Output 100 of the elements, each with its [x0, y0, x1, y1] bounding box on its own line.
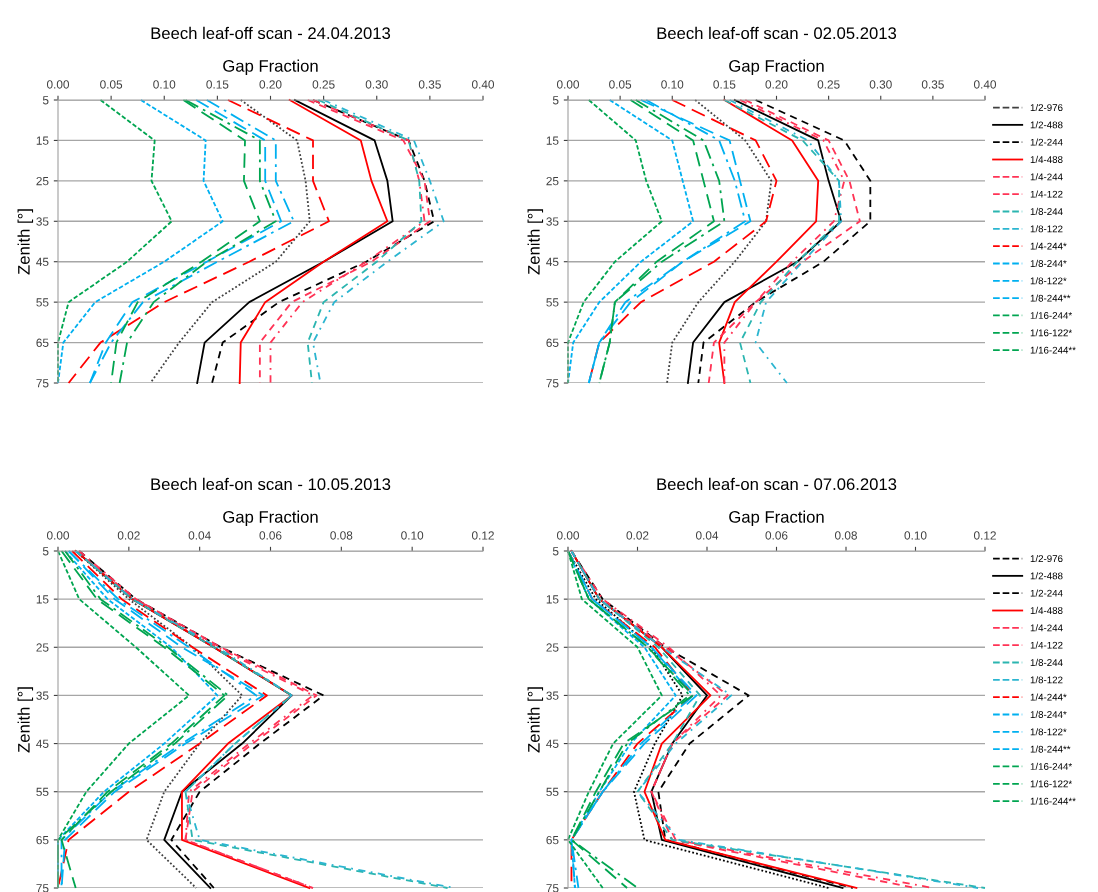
chart-title: Beech leaf-on scan - 10.05.2013 — [151, 477, 391, 491]
legend-label: 1/2-976 — [1030, 103, 1063, 112]
y-tick-label: 15 — [36, 136, 49, 145]
y-tick-label: 35 — [36, 217, 49, 226]
x-tick-label: 0.20 — [259, 80, 282, 89]
legend-label: 1/2-244 — [1030, 138, 1063, 146]
x-tick-label: 0.10 — [904, 531, 927, 540]
legend-label: 1/4-244 — [1030, 173, 1063, 181]
legend-label: 1/8-122 — [1030, 676, 1063, 684]
x-tick-label: 0.40 — [973, 80, 997, 89]
y-tick-label: 25 — [546, 643, 559, 652]
y-axis-title: Zenith [°] — [527, 687, 544, 753]
x-tick-label: 0.06 — [765, 531, 788, 540]
y-tick-label: 65 — [36, 338, 49, 347]
y-tick-label: 75 — [36, 379, 49, 388]
x-tick-label: 0.30 — [365, 80, 388, 89]
x-tick-label: 0.30 — [869, 80, 892, 89]
y-tick-label: 5 — [552, 547, 559, 556]
x-tick-label: 0.00 — [556, 531, 580, 540]
legend-label: 1/8-122* — [1030, 728, 1067, 736]
x-axis-title: Gap Fraction — [729, 510, 824, 527]
y-tick-label: 45 — [546, 257, 559, 267]
y-tick-label: 45 — [36, 257, 49, 267]
legend-label: 1/4-244* — [1030, 693, 1067, 701]
y-tick-label: 15 — [546, 595, 559, 604]
y-axis-title: Zenith [°] — [17, 209, 34, 275]
y-tick-label: 75 — [546, 884, 559, 892]
legend-label: 1/16-244* — [1030, 762, 1073, 770]
chart-title: Beech leaf-off scan - 24.04.2013 — [151, 26, 391, 40]
y-tick-label: 45 — [36, 739, 49, 748]
legend-label: 1/8-244** — [1030, 745, 1071, 753]
x-tick-label: 0.12 — [471, 531, 494, 540]
x-tick-label: 0.40 — [471, 80, 495, 89]
x-tick-label: 0.06 — [259, 531, 282, 540]
x-tick-label: 0.35 — [921, 80, 944, 89]
legend-label: 1/4-122 — [1030, 190, 1063, 198]
x-tick-label: 0.12 — [973, 531, 996, 540]
legend-label: 1/4-244 — [1030, 624, 1063, 632]
x-tick-label: 0.08 — [834, 531, 857, 540]
x-tick-label: 0.04 — [188, 531, 211, 540]
x-tick-label: 0.00 — [556, 80, 580, 89]
y-tick-label: 5 — [552, 96, 559, 105]
y-tick-label: 25 — [546, 176, 559, 186]
legend-label: 1/8-244 — [1030, 207, 1063, 215]
y-tick-label: 5 — [42, 96, 49, 105]
legend-label: 1/8-244* — [1030, 259, 1067, 267]
x-tick-label: 0.25 — [817, 80, 840, 89]
y-tick-label: 75 — [36, 884, 49, 892]
y-tick-label: 25 — [36, 643, 49, 652]
legend-label: 1/4-488 — [1030, 606, 1063, 615]
x-tick-label: 0.05 — [609, 80, 632, 89]
y-tick-label: 35 — [546, 217, 559, 226]
legend-label: 1/2-488 — [1030, 572, 1063, 580]
legend-label: 1/8-122 — [1030, 225, 1063, 233]
x-tick-label: 0.10 — [153, 80, 176, 89]
x-tick-label: 0.02 — [626, 531, 649, 540]
y-tick-label: 55 — [36, 787, 49, 797]
legend-label: 1/8-122* — [1030, 277, 1067, 285]
x-tick-label: 0.02 — [117, 531, 140, 540]
x-tick-label: 0.05 — [100, 80, 123, 89]
y-tick-label: 55 — [546, 787, 559, 797]
legend-label: 1/2-244 — [1030, 589, 1063, 597]
x-tick-label: 0.25 — [312, 80, 335, 89]
y-tick-label: 55 — [546, 298, 559, 307]
y-tick-label: 5 — [42, 547, 49, 556]
y-tick-label: 65 — [546, 338, 559, 347]
y-axis-title: Zenith [°] — [527, 209, 544, 275]
y-tick-label: 25 — [36, 176, 49, 186]
x-tick-label: 0.15 — [713, 80, 736, 89]
legend-label: 1/8-244** — [1030, 294, 1071, 302]
y-tick-label: 65 — [36, 835, 49, 845]
y-tick-label: 15 — [546, 136, 559, 145]
x-axis-title: Gap Fraction — [729, 59, 824, 76]
chart-title: Beech leaf-on scan - 07.06.2013 — [657, 477, 897, 491]
legend-label: 1/2-488 — [1030, 121, 1063, 129]
y-tick-label: 65 — [546, 835, 559, 845]
legend-label: 1/8-244* — [1030, 710, 1067, 718]
y-tick-label: 55 — [36, 298, 49, 307]
x-axis-title: Gap Fraction — [223, 510, 318, 527]
legend-label: 1/16-244** — [1030, 797, 1076, 805]
x-tick-label: 0.00 — [46, 531, 70, 540]
x-tick-label: 0.10 — [401, 531, 424, 540]
x-tick-label: 0.35 — [418, 80, 441, 89]
legend-label: 1/8-244 — [1030, 658, 1063, 666]
x-tick-label: 0.08 — [330, 531, 353, 540]
y-tick-label: 45 — [546, 739, 559, 748]
legend-label: 1/16-122* — [1030, 780, 1073, 788]
legend-label: 1/4-244* — [1030, 242, 1067, 250]
x-tick-label: 0.10 — [661, 80, 684, 89]
x-tick-label: 0.20 — [765, 80, 788, 89]
x-tick-label: 0.15 — [206, 80, 229, 89]
x-axis-title: Gap Fraction — [223, 59, 318, 76]
legend-label: 1/4-122 — [1030, 641, 1063, 649]
legend-label: 1/16-122* — [1030, 329, 1073, 337]
legend-label: 1/16-244** — [1030, 346, 1076, 354]
chart-title: Beech leaf-off scan - 02.05.2013 — [657, 26, 897, 40]
y-tick-label: 15 — [36, 595, 49, 604]
legend-label: 1/2-976 — [1030, 554, 1063, 563]
y-tick-label: 35 — [36, 691, 49, 700]
legend-label: 1/4-488 — [1030, 155, 1063, 164]
